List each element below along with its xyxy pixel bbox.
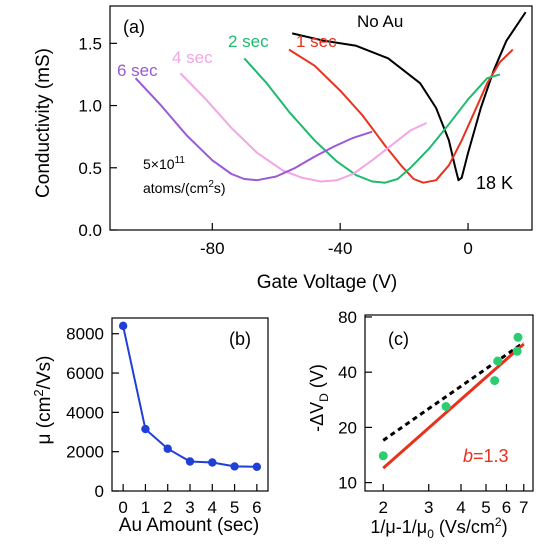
panel-c-xtick-label: 7	[519, 498, 528, 517]
legend-2-sec: 2 sec	[228, 32, 269, 51]
panel-c-xlabel: 1/μ-1/μ0 (Vs/cm2)	[370, 515, 507, 541]
dose-annotation-line1: 5×1011	[143, 155, 185, 172]
panel-a-xtick-label: -40	[328, 239, 353, 258]
panel-c-ylabel-sub: D	[317, 393, 331, 402]
data-point	[512, 346, 522, 356]
panel-c-ticks: 2 3 4 5 6 7 10 20 40 80	[338, 308, 528, 517]
panel-b-xtick-label: 1	[141, 498, 150, 517]
panel-c-ylabel: -ΔVD (V)	[307, 364, 331, 432]
panel-c-xlabel-p4: )	[502, 517, 508, 537]
panel-b-label: (b)	[229, 329, 251, 349]
series-line-4-sec	[179, 72, 427, 183]
data-point	[378, 451, 388, 461]
panel-b-ytick-label: 2000	[66, 443, 104, 462]
panel-a-ylabel: Conductivity (mS)	[33, 48, 54, 198]
panel-a-label: (a)	[123, 17, 145, 37]
panel-b-ylabel: μ (cm2/Vs)	[31, 356, 55, 445]
panel-b-ytick-label: 0	[95, 482, 104, 501]
panel-c-plot-frame	[364, 314, 534, 492]
data-point	[490, 376, 500, 386]
series-line-1-sec	[288, 48, 514, 184]
dose-unit-exp: 2	[208, 179, 214, 190]
panel-c-xlabel-p0: 1/μ-1/μ	[370, 517, 427, 537]
data-point	[441, 401, 451, 411]
panel-c-fit-value: =1.3	[473, 446, 509, 466]
panel-a-ticks: -80 -40 0 0.0 0.5 1.0 1.5	[78, 34, 472, 258]
panel-c-label: (c)	[388, 329, 409, 349]
panel-c-xtick-label: 4	[456, 498, 465, 517]
panel-c-xlabel-sup: 2	[495, 515, 502, 529]
legend-6-sec: 6 sec	[117, 61, 158, 80]
panel-a-xlabel: Gate Voltage (V)	[257, 272, 397, 293]
series-line-no-au	[291, 11, 527, 182]
legend-1-sec: 1 sec	[296, 32, 337, 51]
dose-unit-b: s)	[214, 180, 226, 196]
panel-c-ylabel-tail: (V)	[307, 364, 327, 393]
panel-b-xtick-label: 6	[252, 498, 261, 517]
temperature-label: 18 K	[476, 173, 513, 193]
panel-b-ylabel-tail: /Vs)	[34, 356, 55, 390]
dose-base: 5×10	[143, 156, 175, 172]
panel-a-series	[134, 11, 527, 184]
panel-b-ylabel-exp: 2	[31, 389, 46, 396]
panel-c-ytick-label: 40	[338, 363, 357, 382]
mobility-point	[208, 458, 217, 467]
panel-b-series	[118, 321, 262, 472]
panel-c-xtick-label: 6	[502, 498, 511, 517]
mobility-point	[118, 321, 128, 331]
panel-c-ylabel-main: -ΔV	[307, 402, 327, 432]
panel-a-xtick-label: -80	[200, 239, 225, 258]
legend-no-au: No Au	[357, 12, 403, 31]
panel-b-xtick-label: 3	[185, 498, 194, 517]
panel-c-xtick-label: 3	[424, 498, 433, 517]
panel-b-xtick-label: 0	[118, 498, 127, 517]
series-line-2-sec	[243, 57, 501, 184]
panel-b-xtick-label: 4	[208, 498, 217, 517]
panel-b-ylabel-main: μ (cm	[34, 397, 55, 445]
legend-4-sec: 4 sec	[172, 48, 213, 67]
panel-b-xtick-label: 2	[163, 498, 172, 517]
panel-b-xtick-label: 5	[230, 498, 239, 517]
panel-b-ytick-label: 6000	[66, 364, 104, 383]
panel-c-fit-annotation: b=1.3	[463, 446, 509, 466]
panel-c-ytick-label: 20	[338, 418, 357, 437]
panel-c-ytick-label: 80	[338, 308, 357, 327]
panel-c-fit-b: b	[463, 446, 473, 466]
series-line-6-sec	[134, 77, 373, 182]
mobility-point	[163, 444, 172, 453]
panel-c-xlabel-p2: (Vs/cm	[434, 517, 495, 537]
mobility-point	[185, 457, 195, 466]
panel-a-ytick-label: 1.0	[78, 97, 102, 116]
dose-annotation-line2: atoms/(cm2s)	[143, 179, 226, 196]
data-point	[493, 356, 503, 366]
data-point	[513, 332, 523, 342]
panel-a: -80 -40 0 0.0 0.5 1.0 1.5 (a) Gate Voltage (V)…	[33, 5, 533, 293]
panel-c-ytick-label: 10	[338, 474, 357, 493]
panel-c-xlabel-sub: 0	[427, 527, 434, 541]
panel-a-ytick-label: 0.0	[78, 221, 102, 240]
dose-exponent: 11	[175, 155, 186, 166]
panel-b-ytick-label: 4000	[66, 403, 104, 422]
panel-a-ytick-label: 1.5	[78, 34, 102, 53]
mobility-point	[141, 424, 150, 434]
panel-a-ytick-label: 0.5	[78, 159, 102, 178]
panel-c-xtick-label: 2	[378, 498, 387, 517]
panel-b-ytick-label: 8000	[66, 325, 104, 344]
mobility-point	[230, 462, 239, 471]
dose-unit-a: atoms/(cm	[143, 180, 208, 196]
panel-a-xtick-label: 0	[463, 239, 472, 258]
dashed-fit-line	[382, 341, 525, 442]
mobility-point	[252, 462, 262, 472]
panel-c-series	[378, 332, 525, 470]
panel-b-xlabel: Au Amount (sec)	[119, 515, 259, 536]
panel-c-xtick-label: 5	[481, 498, 490, 517]
panel-a-plot-frame	[109, 5, 533, 231]
